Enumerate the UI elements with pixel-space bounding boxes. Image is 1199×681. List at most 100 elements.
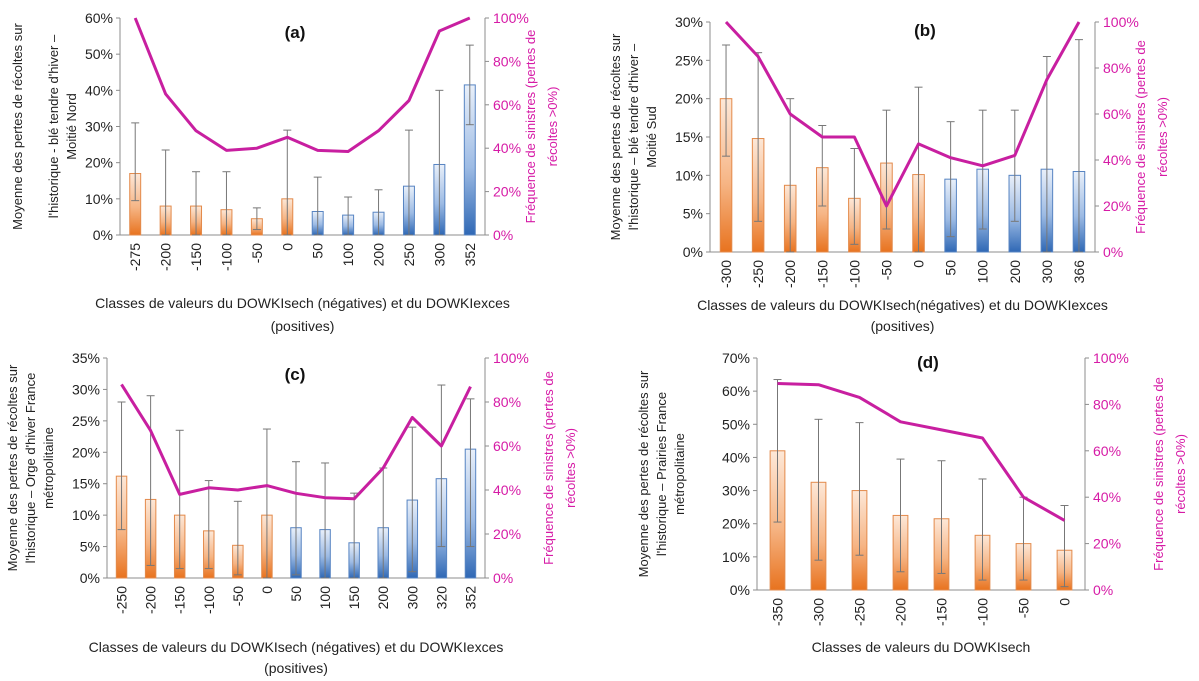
x-tick-label: 50 — [943, 260, 959, 276]
y-tick-label: 50% — [85, 46, 113, 62]
x-tick-label: 0 — [279, 243, 295, 251]
x-tick-label: -100 — [201, 586, 217, 614]
panel-title: (a) — [285, 23, 306, 42]
y2-axis-title-line: récoltes >0%) — [563, 428, 578, 508]
y2-axis-title-line: récoltes >0%) — [1173, 434, 1188, 514]
x-tick-label: -350 — [770, 598, 786, 626]
y2-tick-label: 20% — [493, 184, 521, 200]
x-tick-label: 300 — [1039, 260, 1055, 284]
y-tick-label: 20% — [85, 155, 113, 171]
y2-tick-label: 20% — [1103, 198, 1131, 214]
y-tick-label: 70% — [722, 350, 750, 366]
x-tick-label: -150 — [172, 586, 188, 614]
y2-tick-label: 60% — [493, 97, 521, 113]
y2-tick-label: 20% — [1093, 536, 1121, 552]
y2-tick-label: 80% — [493, 394, 521, 410]
y-axis-title-line: Moyenne des pertes de récoltes sur — [5, 364, 20, 571]
y-axis-title-line: Moyenne des pertes de récoltes sur — [608, 33, 623, 240]
frequency-line — [120, 383, 472, 501]
y2-tick-label: 0% — [493, 570, 513, 586]
y2-axis-title-line: Fréquence de sinistres (pertes de — [1133, 40, 1148, 234]
x-tick-label: 300 — [404, 586, 420, 610]
y2-axis-title-line: Fréquence de sinistres (pertes de — [541, 371, 556, 565]
x-tick-label: 320 — [433, 586, 449, 610]
y-tick-label: 10% — [85, 191, 113, 207]
x-axis-title-line: (positives) — [271, 318, 335, 334]
y2-tick-label: 60% — [1103, 106, 1131, 122]
panel-a: 0% 10% 20% 30% 40% 50% 60% 0% 20% 40% 60% 80% 100% -2… — [10, 10, 560, 334]
x-tick-label: -150 — [188, 243, 204, 271]
x-axis-title-line: (positives) — [871, 318, 935, 334]
x-tick-label: 100 — [317, 586, 333, 610]
x-tick-label: 50 — [310, 243, 326, 259]
x-tick-label: -150 — [814, 260, 830, 288]
y2-tick-label: 100% — [493, 10, 529, 26]
x-tick-label: 0 — [911, 260, 927, 268]
x-tick-label: -150 — [934, 598, 950, 626]
x-tick-label: -100 — [975, 598, 991, 626]
y2-axis-title-line: récoltes >0%) — [1155, 97, 1170, 177]
x-tick-label: -200 — [893, 598, 909, 626]
y2-tick-label: 60% — [493, 438, 521, 454]
y-tick-label: 15% — [72, 476, 100, 492]
y-tick-label: 35% — [72, 350, 100, 366]
y2-tick-label: 20% — [493, 526, 521, 542]
x-tick-label: -250 — [750, 260, 766, 288]
y-tick-label: 10% — [675, 167, 703, 183]
y-axis-title-line: Moitié Nord — [64, 93, 79, 159]
x-tick-label: 100 — [975, 260, 991, 284]
y-tick-label: 5% — [683, 206, 703, 222]
x-tick-label: -50 — [249, 243, 265, 263]
y-tick-label: 30% — [675, 14, 703, 30]
y-axis-title-line: l'historique – Prairies France — [654, 392, 669, 556]
y2-axis-title-line: Fréquence de sinistres (pertes de — [523, 30, 538, 224]
x-tick-label: 50 — [288, 586, 304, 602]
x-axis-title-line: Classes de valeurs du DOWKIsech (négativ… — [95, 295, 510, 311]
y-tick-label: 0% — [93, 227, 113, 243]
y-tick-label: 20% — [72, 444, 100, 460]
x-tick-label: 200 — [375, 586, 391, 610]
frequency-line — [777, 382, 1066, 522]
y-axis-title-line: Moyenne des pertes de récoltes sur — [636, 370, 651, 577]
x-tick-label: 100 — [340, 243, 356, 267]
panel-title: (b) — [914, 21, 936, 40]
y2-tick-label: 40% — [1093, 489, 1121, 505]
x-tick-label: -50 — [878, 260, 894, 280]
x-tick-label: 200 — [371, 243, 387, 267]
y2-tick-label: 40% — [493, 482, 521, 498]
x-tick-label: 0 — [1057, 598, 1073, 606]
y-tick-label: 0% — [80, 570, 100, 586]
panel-title: (c) — [285, 365, 306, 384]
y-tick-label: 60% — [85, 10, 113, 26]
y-axis-title-line: l'historique – Orge d'hiver France — [23, 373, 38, 564]
x-tick-label: -200 — [158, 243, 174, 271]
y2-tick-label: 0% — [1103, 244, 1123, 260]
y-tick-label: 30% — [85, 119, 113, 135]
frequency-line — [133, 16, 471, 153]
y2-tick-label: 60% — [1093, 443, 1121, 459]
y-axis-title-line: Moyenne des pertes de récoltes sur — [10, 22, 25, 229]
x-tick-label: -50 — [230, 586, 246, 606]
x-tick-label: 0 — [259, 586, 275, 594]
y2-tick-label: 100% — [1093, 350, 1129, 366]
x-tick-label: -100 — [218, 243, 234, 271]
y-tick-label: 25% — [72, 413, 100, 429]
x-tick-label: -250 — [114, 586, 130, 614]
y2-tick-label: 0% — [1093, 582, 1113, 598]
panel-d: 0% 10% 20% 30% 40% 50% 60% 70% 0% 20% 40% 60% 80% 100… — [636, 350, 1188, 655]
y-tick-label: 5% — [80, 539, 100, 555]
x-tick-label: 150 — [346, 586, 362, 610]
y-axis-title-line: l'historique – blé tendre d'hiver – — [626, 43, 641, 230]
y2-tick-label: 80% — [493, 53, 521, 69]
x-tick-label: -250 — [852, 598, 868, 626]
y-axis-title-line: l'historique - blé tendre d'hiver – — [46, 34, 61, 218]
y-tick-label: 10% — [722, 549, 750, 565]
x-tick-label: 366 — [1071, 260, 1087, 284]
x-tick-label: -200 — [143, 586, 159, 614]
y-tick-label: 25% — [675, 52, 703, 68]
x-tick-label: -300 — [718, 260, 734, 288]
x-axis-title-line: Classes de valeurs du DOWKIsech — [812, 639, 1031, 655]
y-tick-label: 0% — [683, 244, 703, 260]
y-tick-label: 0% — [730, 582, 750, 598]
frequency-line — [724, 20, 1081, 208]
